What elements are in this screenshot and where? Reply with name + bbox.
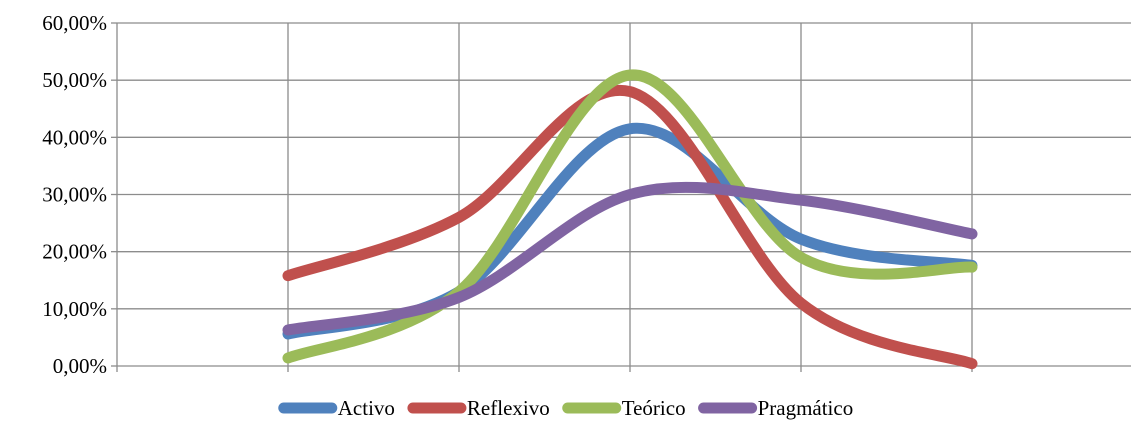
legend-label: Pragmático: [758, 396, 854, 420]
y-tick-label: 0,00%: [53, 354, 107, 378]
legend: Activo Reflexivo Teórico Pragmático: [284, 396, 853, 420]
y-tick-label: 40,00%: [42, 125, 107, 149]
y-tick-label: 60,00%: [42, 11, 107, 35]
y-tick-label: 10,00%: [42, 297, 107, 321]
legend-label: Teórico: [622, 396, 686, 420]
y-tick-label: 30,00%: [42, 183, 107, 207]
y-tick-label: 20,00%: [42, 240, 107, 264]
y-axis-tick-labels: 0,00% 10,00% 20,00% 30,00% 40,00% 50,00% 60,00…: [42, 11, 107, 378]
legend-item-te-rico: Teórico: [568, 396, 686, 420]
legend-item-reflexivo: Reflexivo: [413, 396, 550, 420]
legend-item-pragm-tico: Pragmático: [704, 396, 854, 420]
legend-label: Reflexivo: [467, 396, 550, 420]
legend-item-activo: Activo: [284, 396, 395, 420]
y-tick-label: 50,00%: [42, 68, 107, 92]
legend-label: Activo: [338, 396, 395, 420]
